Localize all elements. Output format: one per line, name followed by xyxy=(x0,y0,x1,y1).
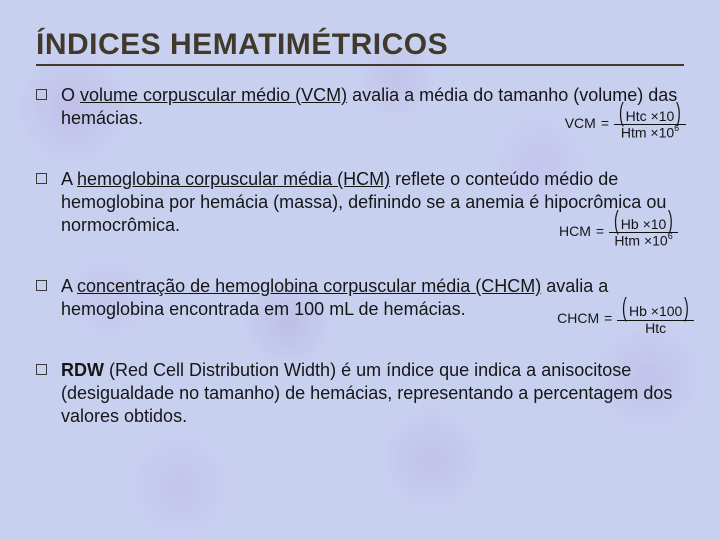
slide-title: ÍNDICES HEMATIMÉTRICOS xyxy=(36,28,448,66)
item-body: O volume corpuscular médio (VCM) avalia … xyxy=(61,84,684,130)
denominator: Htm ×106 xyxy=(611,233,675,249)
item-lead: A xyxy=(61,169,77,189)
fraction: (Hb ×100) Htc xyxy=(617,301,694,336)
item-underlined: hemoglobina corpuscular média (HCM) xyxy=(77,169,390,189)
item-body: RDW (Red Cell Distribution Width) é um í… xyxy=(61,359,684,428)
item-underlined: volume corpuscular médio (VCM) xyxy=(80,85,347,105)
item-body: A concentração de hemoglobina corpuscula… xyxy=(61,275,684,321)
item-rest: (Red Cell Distribution Width) é um índic… xyxy=(61,360,672,426)
equals: = xyxy=(601,115,609,133)
fraction: (Hb ×10) Htm ×106 xyxy=(609,214,678,249)
fraction: (Htc ×10) Htm ×106 xyxy=(614,106,686,141)
numerator: (Hb ×100) xyxy=(617,301,694,320)
bullet-icon xyxy=(36,173,47,184)
item-bold-lead: RDW xyxy=(61,360,104,380)
list-item: RDW (Red Cell Distribution Width) é um í… xyxy=(36,359,684,428)
list-item: A concentração de hemoglobina corpuscula… xyxy=(36,275,684,321)
item-underlined: concentração de hemoglobina corpuscular … xyxy=(77,276,541,296)
item-lead: O xyxy=(61,85,80,105)
equals: = xyxy=(596,223,604,241)
list-item: O volume corpuscular médio (VCM) avalia … xyxy=(36,84,684,130)
formula-label: CHCM xyxy=(557,310,599,328)
formula-vcm: VCM = (Htc ×10) Htm ×106 xyxy=(565,106,686,141)
formula-label: HCM xyxy=(559,223,591,241)
formula-hcm: HCM = (Hb ×10) Htm ×106 xyxy=(559,214,678,249)
bullet-icon xyxy=(36,280,47,291)
bullet-icon xyxy=(36,364,47,375)
bullet-list: O volume corpuscular médio (VCM) avalia … xyxy=(36,84,684,428)
equals: = xyxy=(604,310,612,328)
bullet-icon xyxy=(36,89,47,100)
formula-chcm: CHCM = (Hb ×100) Htc xyxy=(557,301,694,336)
item-lead: A xyxy=(61,276,77,296)
list-item: A hemoglobina corpuscular média (HCM) re… xyxy=(36,168,684,237)
formula-label: VCM xyxy=(565,115,596,133)
denominator: Htc xyxy=(642,321,669,336)
denominator: Htm ×106 xyxy=(618,125,682,141)
slide: ÍNDICES HEMATIMÉTRICOS O volume corpuscu… xyxy=(0,0,720,540)
item-body: A hemoglobina corpuscular média (HCM) re… xyxy=(61,168,684,237)
